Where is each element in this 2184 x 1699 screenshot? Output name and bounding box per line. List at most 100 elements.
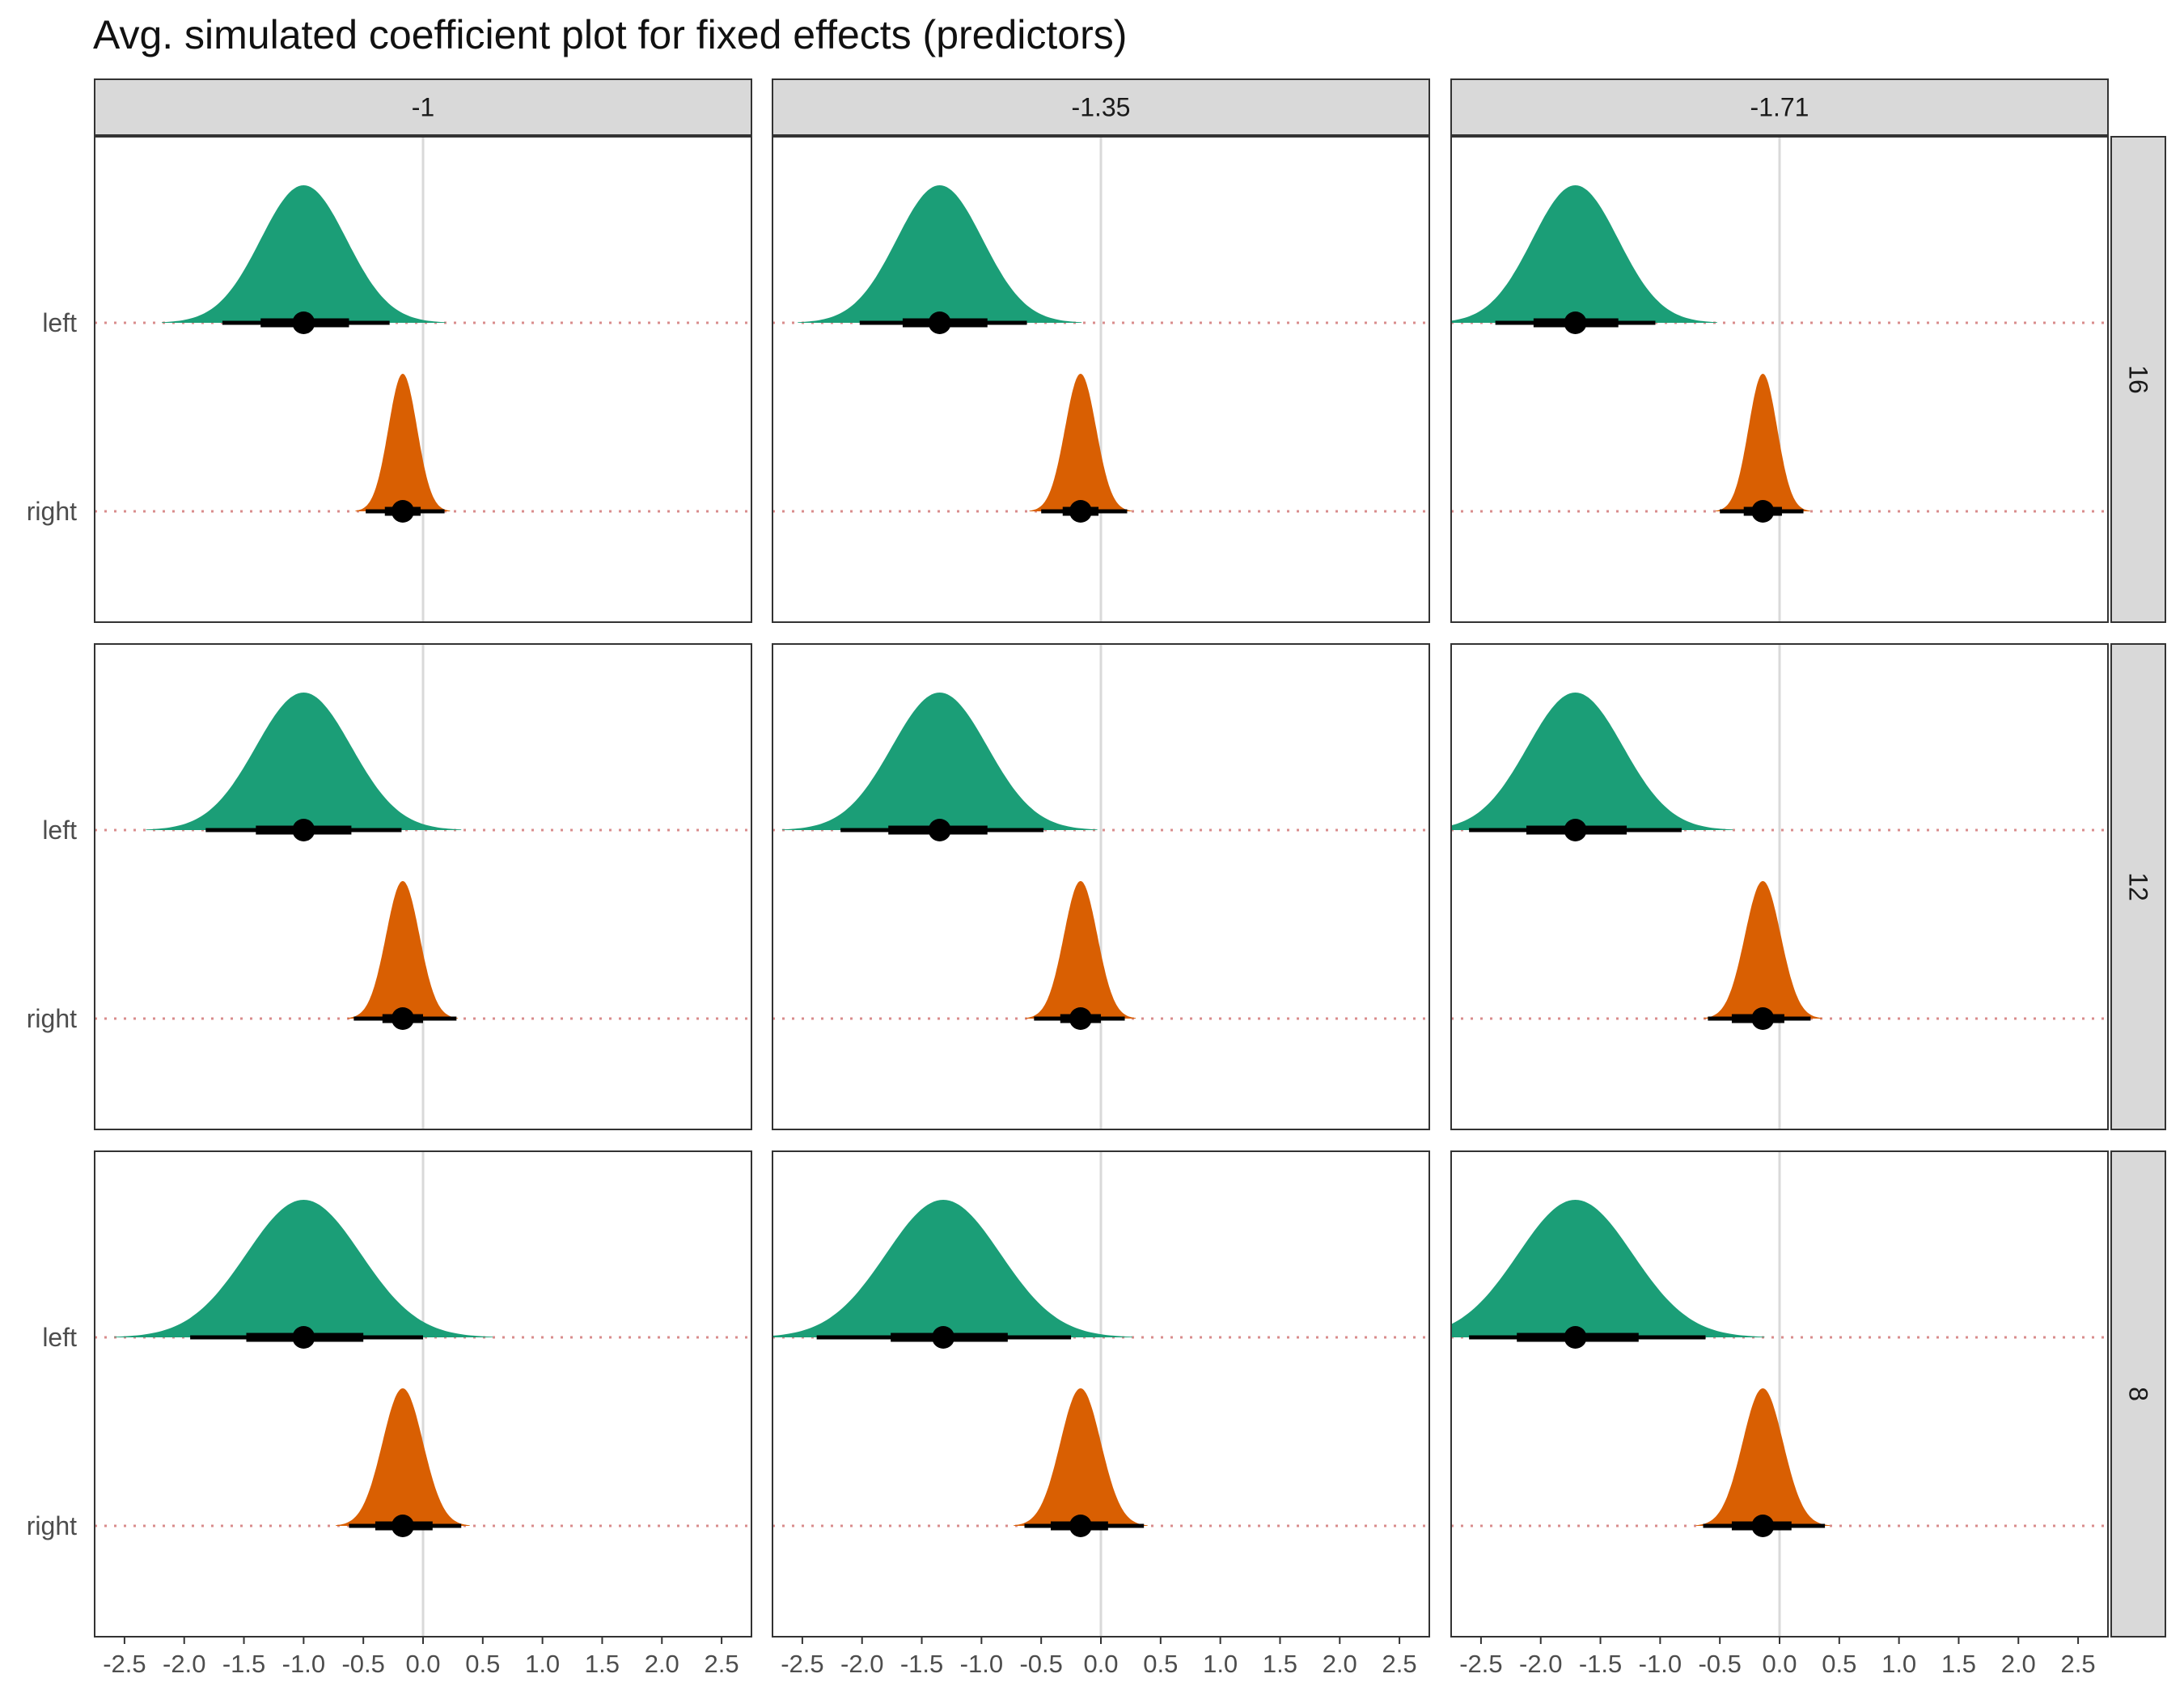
median-point-left [292,1326,315,1349]
panel [772,136,1430,623]
panel [1450,136,2109,623]
facet-strip-row [2110,136,2166,623]
x-tick-label: 1.5 [1941,1650,1976,1678]
panel [1450,1150,2109,1638]
panel-border [772,643,1430,1130]
panel [94,136,752,623]
x-tick-label: 2.5 [2061,1650,2096,1678]
x-tick-label: -2.0 [840,1650,883,1678]
panel [1450,643,2109,1130]
panel-border [1450,643,2109,1130]
median-point-left [932,1326,955,1349]
median-point-right [391,1515,414,1537]
panel-border [1450,136,2109,623]
facet-strip-row [2110,643,2166,1130]
density-right [336,1388,470,1526]
density-left [1451,185,1717,323]
panel-content [772,644,1429,1129]
median-point-right [1751,1007,1775,1030]
facet-label-col: -1 [412,93,434,122]
y-tick-label: left [42,1323,77,1352]
x-tick-label: 0.0 [405,1650,440,1678]
panel-border [94,643,752,1130]
x-tick-label: 1.5 [1263,1650,1297,1678]
facet-strip-col [1450,78,2109,136]
x-tick-label: -1.0 [960,1650,1003,1678]
median-point-left [1564,819,1587,841]
x-tick-label: -2.0 [1519,1650,1562,1678]
median-point-right [1751,1515,1775,1537]
facet-label-col: -1.35 [1072,93,1131,122]
median-point-left [292,311,315,334]
x-tick-label: 1.0 [1203,1650,1238,1678]
panel-content [1451,1151,2108,1637]
median-point-right [1069,500,1092,523]
median-point-left [928,311,951,334]
density-right [355,374,451,511]
x-tick-label: 0.5 [465,1650,500,1678]
median-point-right [391,1007,414,1030]
x-tick-label: 2.0 [2001,1650,2036,1678]
density-right [1029,374,1132,511]
panel [94,643,752,1130]
x-tick-label: -1.0 [282,1650,325,1678]
panel-border [94,136,752,623]
panel-content [1451,644,2108,1129]
density-right [1025,881,1136,1019]
median-point-right [1751,500,1775,523]
panel [772,1150,1430,1638]
y-tick-label: right [27,497,77,526]
x-tick-label: 0.0 [1762,1650,1797,1678]
facet-label-row: 12 [2124,872,2153,901]
facet-strip-col [94,78,752,136]
density-left [1451,693,1733,830]
x-tick-label: -2.5 [103,1650,146,1678]
y-tick-label: right [27,1004,77,1033]
x-tick-label: 1.0 [525,1650,560,1678]
facet-strip-col [772,78,1430,136]
panel-border [94,1150,752,1638]
y-tick-label: right [27,1511,77,1540]
facet-label-col: -1.71 [1750,93,1809,122]
density-left [772,1200,1132,1337]
density-left [798,185,1082,323]
panel [772,643,1430,1130]
x-tick-label: -1.5 [1579,1650,1622,1678]
y-tick-label: left [42,308,77,337]
x-tick-label: -0.5 [1019,1650,1062,1678]
x-tick-label: -2.5 [781,1650,823,1678]
median-point-right [1069,1007,1092,1030]
median-point-right [1069,1515,1092,1537]
facet-label-row: 16 [2124,365,2153,394]
x-tick-label: 2.5 [705,1650,739,1678]
density-right [1695,1388,1831,1526]
median-point-right [391,500,414,523]
median-point-left [1564,311,1587,334]
density-right [1715,374,1810,511]
density-left [1451,1200,1765,1337]
x-tick-label: -1.5 [222,1650,265,1678]
density-left [146,693,462,830]
x-tick-label: 0.5 [1143,1650,1178,1678]
panel-border [1450,1150,2109,1638]
x-tick-label: -1.5 [900,1650,943,1678]
panel-content [772,137,1429,622]
density-left [781,693,1098,830]
median-point-left [292,819,315,841]
y-tick-label: left [42,816,77,845]
median-point-left [1564,1326,1587,1349]
x-tick-label: 1.0 [1881,1650,1916,1678]
panel-content [95,644,751,1129]
panel-content [772,1151,1429,1637]
density-right [1704,881,1822,1019]
plot-layer: -1 -1.35 -1.71 16 12 8 left right left right left r… [27,78,2166,1678]
density-left [114,1200,493,1337]
facet-strip-row [2110,1150,2166,1638]
x-tick-label: -0.5 [1698,1650,1741,1678]
facet-label-row: 8 [2124,1387,2153,1401]
chart-title: Avg. simulated coefficient plot for fixe… [93,12,1127,57]
density-right [347,881,459,1019]
x-tick-label: -0.5 [341,1650,384,1678]
median-point-left [928,819,951,841]
